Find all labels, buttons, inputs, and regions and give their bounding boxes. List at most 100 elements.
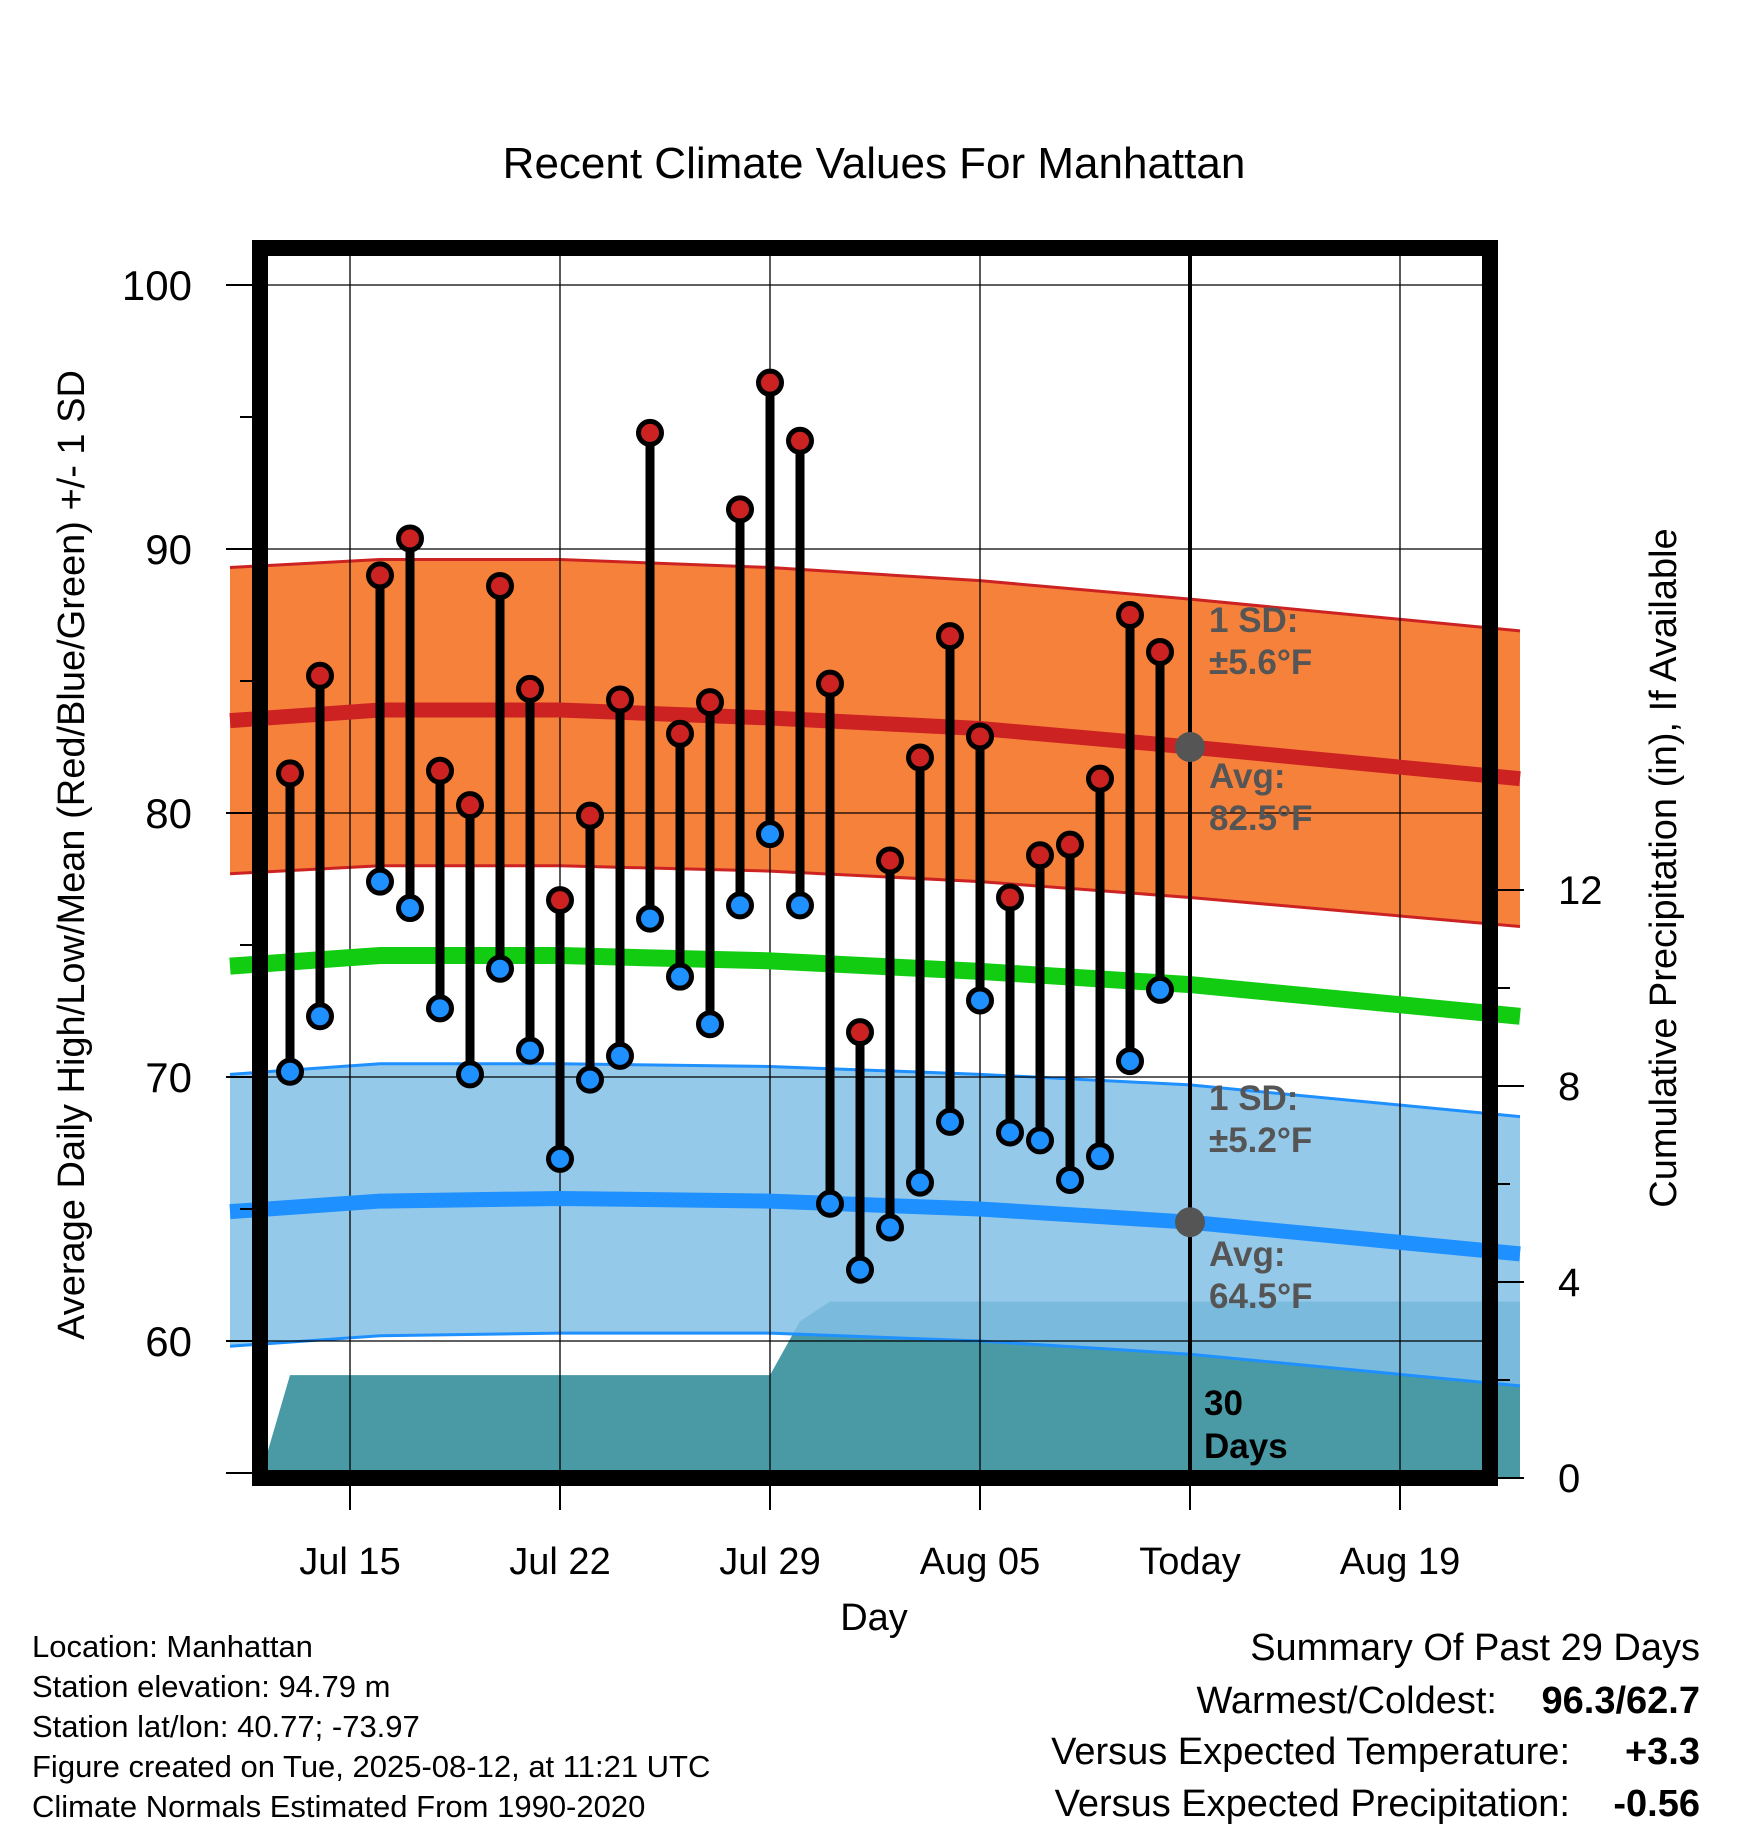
plot-area: 60 70 80 90 100 0 4 8 12 Jul 15 Jul 22 Jul 29 Aug 05… (122, 240, 1603, 1583)
high-point (756, 368, 784, 397)
low-point (426, 994, 454, 1023)
warmest-value: 96.3 (1542, 1680, 1616, 1722)
high-point (516, 674, 544, 703)
y-axis-label: Average Daily High/Low/Mean (Red/Blue/Gr… (51, 370, 93, 1340)
high-point (426, 756, 454, 785)
temp-vs-expected-label: Versus Expected Temperature: (1051, 1731, 1570, 1773)
precip-vs-expected-value: -0.56 (1613, 1783, 1700, 1825)
high-point (1146, 637, 1174, 666)
x-tick-label: Jul 15 (299, 1541, 400, 1583)
high-point (816, 669, 844, 698)
today-high-avg-marker (1175, 732, 1205, 762)
high-sd-label: 1 SD: (1209, 601, 1298, 640)
low-point (1026, 1126, 1054, 1155)
high-point (396, 524, 424, 553)
high-point (846, 1018, 874, 1047)
high-point (906, 743, 934, 772)
high-point (726, 495, 754, 524)
low-point (1116, 1047, 1144, 1076)
low-point (366, 867, 394, 896)
low-sd-band (230, 1063, 1520, 1386)
axis-layer: 60 70 80 90 100 0 4 8 12 Jul 15 Jul 22 Jul 29 Aug 05… (122, 240, 1603, 1583)
low-point (696, 1010, 724, 1039)
high-point (1056, 830, 1084, 859)
warmest-coldest-label: Warmest/Coldest: (1196, 1680, 1497, 1722)
low-point (516, 1036, 544, 1065)
low-point (1056, 1165, 1084, 1194)
slash: / (1615, 1680, 1626, 1722)
x-tick-label: Today (1139, 1541, 1240, 1583)
low-point (546, 1144, 574, 1173)
high-point (546, 886, 574, 915)
low-point (306, 1002, 334, 1031)
high-avg-value: 82.5°F (1209, 799, 1313, 838)
low-point (576, 1065, 604, 1094)
warmest-coldest-value: 96.3/62.7 (1542, 1680, 1701, 1722)
x-tick-label: Jul 22 (509, 1541, 610, 1583)
info-elevation: Station elevation: 94.79 m (32, 1669, 390, 1704)
high-point (456, 791, 484, 820)
high-point (786, 426, 814, 455)
chart-title: Recent Climate Values For Manhattan (503, 139, 1246, 188)
y2-tick-label: 8 (1558, 1065, 1580, 1109)
plot-frame (252, 240, 1498, 1486)
low-point (996, 1118, 1024, 1147)
low-point (966, 986, 994, 1015)
high-point (306, 661, 334, 690)
high-sd-band (230, 559, 1520, 927)
low-avg-value: 64.5°F (1209, 1277, 1313, 1316)
precip-vs-expected-label: Versus Expected Precipitation: (1055, 1783, 1570, 1825)
high-sd-value: ±5.6°F (1209, 643, 1312, 682)
y-tick-label: 60 (145, 1318, 192, 1365)
x-tick-label: Jul 29 (719, 1541, 820, 1583)
high-point (636, 418, 664, 447)
x-tick-label: Aug 05 (920, 1541, 1040, 1583)
low-point (846, 1255, 874, 1284)
low-point (636, 904, 664, 933)
summary-panel: Summary Of Past 29 Days Warmest/Coldest:… (1051, 1627, 1700, 1825)
info-latlon: Station lat/lon: 40.77; -73.97 (32, 1709, 420, 1744)
low-avg-label: Avg: (1209, 1235, 1285, 1274)
high-point (1086, 764, 1114, 793)
y-tick-label: 100 (122, 262, 192, 309)
y2-tick-label: 4 (1558, 1261, 1580, 1305)
coldest-value: 62.7 (1626, 1680, 1700, 1722)
low-point (486, 954, 514, 983)
x-axis-label: Day (840, 1597, 908, 1639)
y-tick-label: 90 (145, 526, 192, 573)
low-point (936, 1107, 964, 1136)
high-point (696, 688, 724, 717)
x-tick-label: Aug 19 (1340, 1541, 1460, 1583)
high-point (486, 571, 514, 600)
low-point (786, 891, 814, 920)
low-point (606, 1041, 634, 1070)
temp-vs-expected-value: +3.3 (1625, 1731, 1700, 1773)
y2-tick-label: 12 (1558, 869, 1603, 913)
high-point (366, 561, 394, 590)
high-point (1116, 601, 1144, 629)
mean-normal-line (229, 947, 1521, 1025)
high-point (936, 622, 964, 651)
low-point (276, 1057, 304, 1086)
summary-title: Summary Of Past 29 Days (1250, 1627, 1700, 1669)
low-point (666, 962, 694, 991)
y-tick-label: 80 (145, 790, 192, 837)
annotation-layer: 1 SD: ±5.6°F Avg: 82.5°F 1 SD: ±5.2°F Av… (1204, 601, 1313, 1466)
y2-axis-label: Cumulative Precipitation (in), If Availa… (1643, 528, 1685, 1207)
low-point (726, 891, 754, 920)
station-info: Location: Manhattan Station elevation: 9… (32, 1629, 710, 1824)
low-point (1086, 1142, 1114, 1171)
info-created: Figure created on Tue, 2025-08-12, at 11… (32, 1749, 710, 1784)
y2-tick-label: 0 (1558, 1457, 1580, 1501)
high-avg-label: Avg: (1209, 757, 1285, 796)
low-point (906, 1168, 934, 1197)
high-point (996, 883, 1024, 912)
high-point (276, 759, 304, 788)
high-point (966, 722, 994, 751)
high-point (876, 846, 904, 875)
high-point (666, 719, 694, 748)
low-point (876, 1213, 904, 1242)
y-tick-label: 70 (145, 1054, 192, 1101)
low-point (456, 1060, 484, 1089)
